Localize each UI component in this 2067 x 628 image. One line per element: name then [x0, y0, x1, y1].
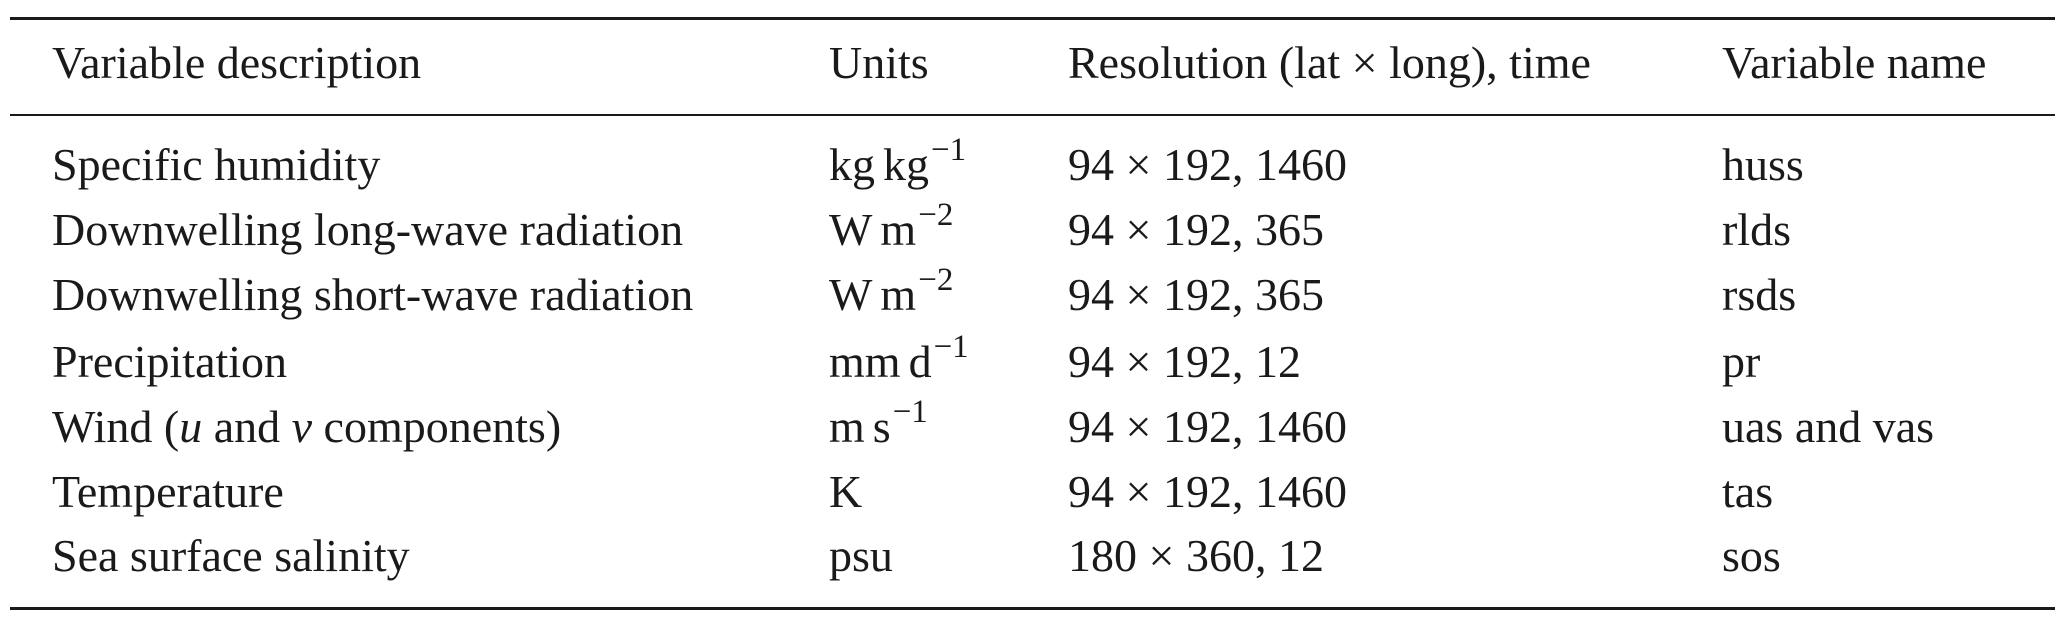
cell-description: Downwelling long-wave radiation — [52, 204, 684, 255]
unit-part: m — [880, 204, 917, 255]
header-variable-name: Variable name — [1722, 37, 1987, 88]
cell-units: m s−1 — [829, 396, 928, 452]
cell-description: Precipitation — [52, 336, 288, 387]
unit-part: W — [829, 204, 873, 255]
unit-part: psu — [829, 530, 893, 581]
bottom-rule — [10, 607, 2055, 610]
unit-part: m — [829, 401, 865, 452]
unit-part: d — [908, 336, 932, 387]
description-text: Wind ( — [52, 401, 180, 452]
unit-part: kg — [883, 139, 929, 190]
unit-part: s — [872, 401, 891, 452]
cell-resolution: 94 × 192, 365 — [1068, 204, 1324, 255]
header-variable-description: Variable description — [52, 37, 422, 88]
unit-exponent: −2 — [918, 262, 954, 298]
cell-variable-name: rsds — [1722, 269, 1797, 320]
header-resolution: Resolution (lat × long), time — [1068, 37, 1591, 88]
cell-variable-name: pr — [1722, 336, 1761, 387]
description-text: components) — [312, 401, 562, 452]
cell-resolution: 94 × 192, 365 — [1068, 269, 1324, 320]
cell-units: K — [829, 469, 862, 515]
cell-variable-name: sos — [1722, 530, 1781, 581]
unit-part: W — [829, 269, 873, 320]
unit-exponent: −1 — [931, 132, 967, 168]
unit-exponent: −2 — [918, 197, 954, 233]
cell-units: mm d−1 — [829, 331, 969, 387]
cell-description: Wind (u and v components) — [52, 404, 561, 450]
cell-description: Sea surface salinity — [52, 530, 410, 581]
description-variable-v: v — [291, 401, 313, 452]
cell-description: Specific humidity — [52, 139, 381, 190]
cell-units: kg kg−1 — [829, 134, 966, 190]
description-variable-u: u — [179, 401, 203, 452]
cell-resolution: 94 × 192, 12 — [1068, 336, 1301, 387]
unit-part: K — [829, 466, 863, 517]
header-units: Units — [829, 37, 929, 88]
cell-resolution: 180 × 360, 12 — [1068, 530, 1324, 581]
cell-variable-name: rlds — [1722, 204, 1791, 255]
cell-resolution: 94 × 192, 1460 — [1068, 466, 1347, 517]
unit-part: kg — [829, 139, 875, 190]
cell-resolution: 94 × 192, 1460 — [1068, 401, 1347, 452]
header-rule — [10, 114, 2055, 116]
unit-exponent: −1 — [933, 329, 969, 365]
cell-description: Downwelling short-wave radiation — [52, 269, 694, 320]
cell-resolution: 94 × 192, 1460 — [1068, 139, 1347, 190]
cell-description: Temperature — [52, 466, 284, 517]
unit-part: m — [880, 269, 917, 320]
unit-exponent: −1 — [892, 394, 928, 430]
cell-variable-name: tas — [1722, 466, 1774, 517]
cell-variable-name: uas and vas — [1722, 401, 1935, 452]
cell-variable-name: huss — [1722, 139, 1804, 190]
description-text: and — [202, 401, 292, 452]
top-rule — [10, 17, 2055, 20]
unit-part: mm — [829, 336, 901, 387]
cell-units: psu — [829, 533, 893, 579]
